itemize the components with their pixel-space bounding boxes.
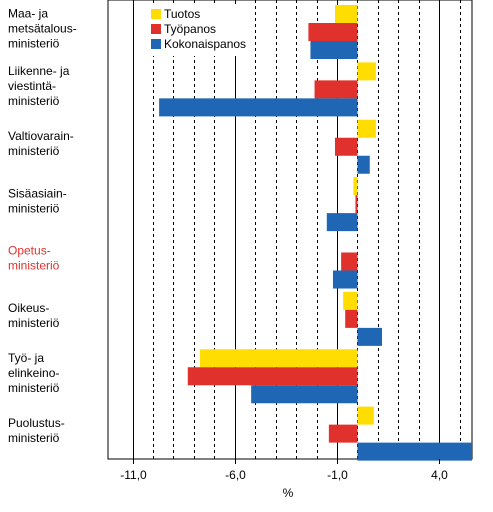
legend-swatch — [151, 9, 161, 19]
bar-työpanos-5 — [345, 309, 358, 328]
bar-kokonaispanos-1 — [159, 98, 358, 117]
x-axis-label: % — [283, 486, 294, 500]
category-label: Liikenne- ja viestintä-ministeriö — [8, 64, 70, 108]
category-label: Opetus-ministeriö — [8, 244, 60, 273]
bar-tuotos-2 — [357, 119, 376, 138]
bar-työpanos-3 — [355, 195, 358, 214]
x-tick-label: -6,0 — [225, 468, 246, 482]
bar-kokonaispanos-0 — [310, 41, 358, 59]
bar-kokonaispanos-3 — [326, 213, 358, 232]
bar-tuotos-1 — [357, 62, 376, 81]
category-labels: Maa- ja metsätalous-ministeriö Liikenne- j… — [8, 7, 77, 445]
legend-swatch — [151, 24, 161, 34]
x-tick-label: 4,0 — [431, 468, 448, 482]
x-axis: -11,0 -6,0 -1,0 4,0% — [120, 459, 448, 500]
bar-tuotos-7 — [357, 406, 374, 425]
category-label: Oikeus-ministeriö — [8, 301, 60, 330]
x-tick-label: -1,0 — [327, 468, 348, 482]
bar-kokonaispanos-6 — [251, 385, 358, 404]
x-tick-label: -11,0 — [120, 468, 147, 482]
bar-kokonaispanos-7 — [357, 442, 472, 461]
category-label: Maa- ja metsätalous-ministeriö — [8, 7, 77, 51]
legend-label: Tuotos — [164, 7, 200, 21]
bar-kokonaispanos-4 — [332, 270, 358, 289]
bar-tuotos-3 — [353, 177, 358, 196]
gridlines — [133, 0, 461, 459]
bar-tuotos-5 — [343, 291, 358, 310]
bar-työpanos-7 — [328, 424, 358, 443]
bar-tuotos-6 — [200, 349, 358, 368]
legend-label: Työpanos — [164, 22, 216, 36]
category-label: Puolustus-ministeriö — [8, 416, 65, 445]
bar-työpanos-0 — [308, 23, 358, 41]
category-label: Valtiovarain-ministeriö — [8, 129, 74, 158]
legend-swatch — [151, 39, 161, 49]
category-label: Työ- ja elinkeino-ministeriö — [8, 351, 60, 395]
bar-työpanos-4 — [341, 252, 358, 271]
bar-työpanos-2 — [334, 137, 358, 156]
legend-label: Kokonaispanos — [164, 37, 246, 51]
legend-box — [148, 4, 254, 56]
bar-tuotos-0 — [334, 5, 358, 23]
bar-kokonaispanos-2 — [357, 155, 370, 174]
bar-työpanos-1 — [314, 80, 358, 99]
bars — [159, 5, 472, 461]
category-label: Sisäasiain-ministeriö — [8, 186, 67, 215]
bar-työpanos-6 — [187, 367, 358, 386]
bar-kokonaispanos-5 — [357, 327, 383, 346]
